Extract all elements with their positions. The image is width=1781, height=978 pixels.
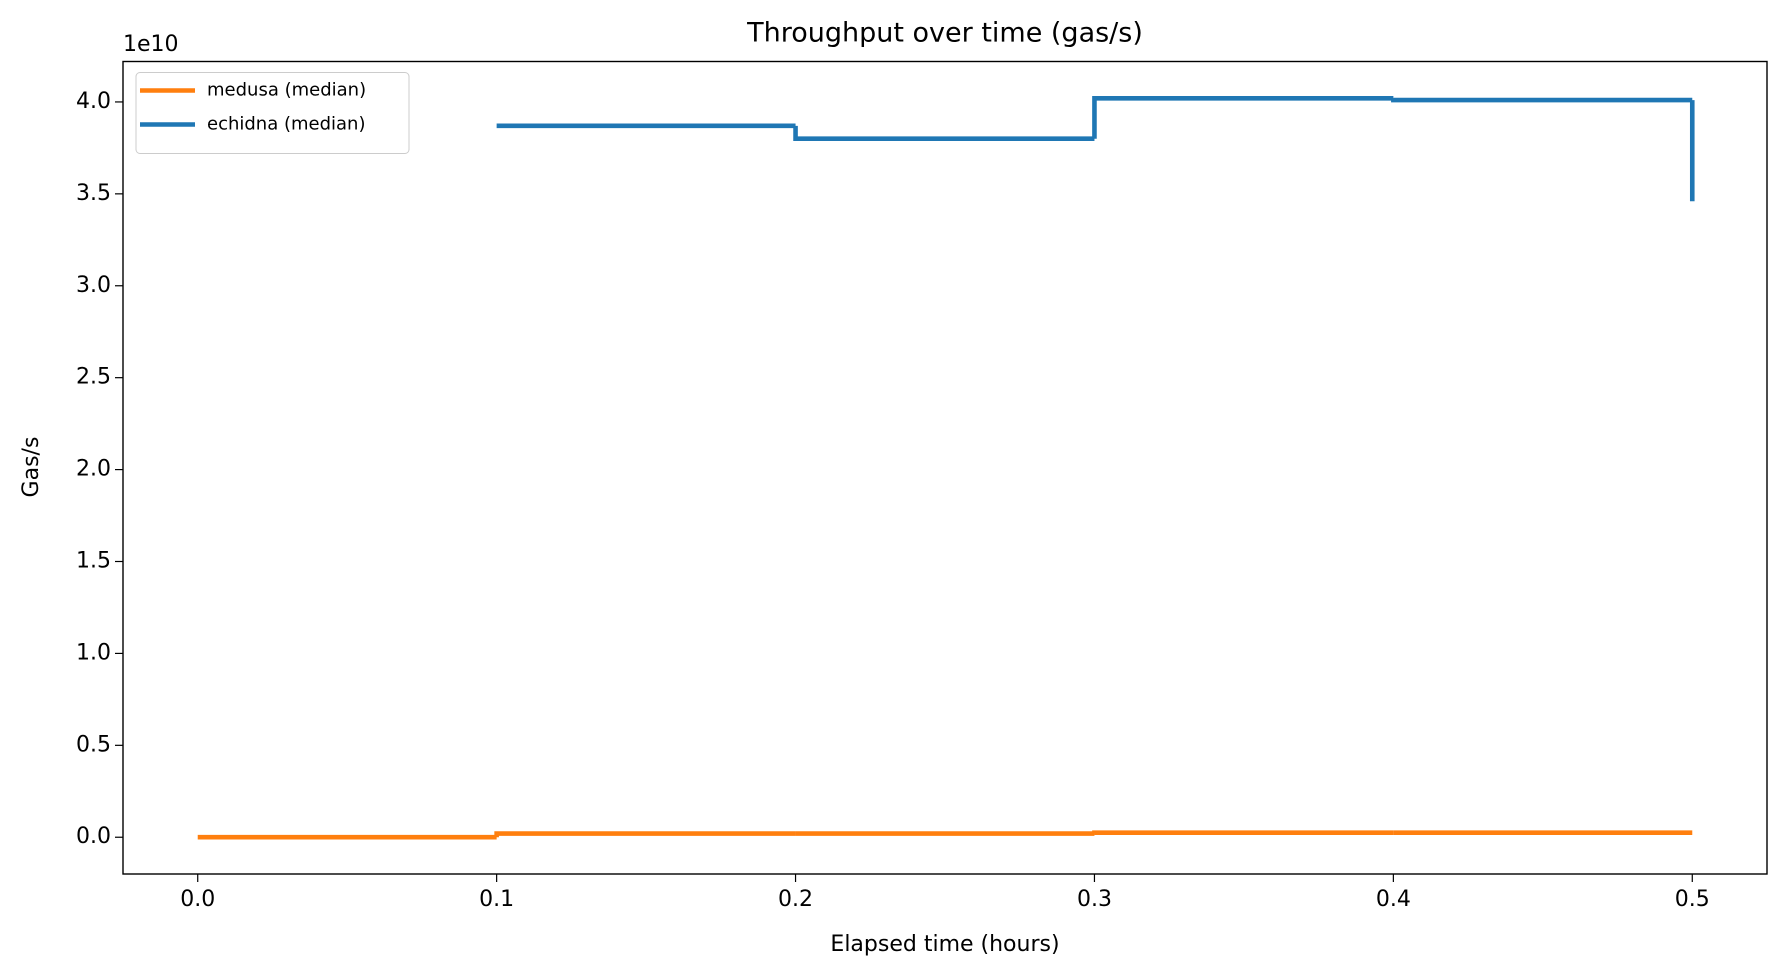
x-axis-label: Elapsed time (hours) (830, 932, 1059, 957)
y-tick-label: 1.5 (76, 549, 111, 574)
legend-box (135, 72, 410, 154)
y-tick-label: 0.5 (76, 732, 111, 757)
x-tick-label: 0.5 (1675, 887, 1710, 912)
y-axis-label: Gas/s (19, 437, 44, 498)
legend-label: echidna (median) (207, 114, 365, 135)
y-tick-label: 0.0 (76, 824, 111, 849)
plot-frame (122, 60, 1768, 875)
y-tick-label: 3.5 (76, 181, 111, 206)
step-segment (1092, 830, 1394, 835)
x-tick-label: 0.4 (1376, 887, 1411, 912)
y-tick-label: 1.0 (76, 640, 111, 665)
y-tick-label: 2.0 (76, 457, 111, 482)
x-tick-label: 0.0 (180, 887, 215, 912)
step-segment (494, 831, 796, 838)
x-tick-label: 0.3 (1077, 887, 1112, 912)
y-tick-label: 3.0 (76, 273, 111, 298)
y-offset-label: 1e10 (123, 32, 179, 57)
legend-label: medusa (median) (207, 80, 366, 101)
chart-title: Throughput over time (gas/s) (746, 18, 1143, 49)
step-segment (1391, 97, 1693, 103)
y-tick-label: 4.0 (76, 89, 111, 114)
step-segment (793, 125, 1095, 142)
x-tick-label: 0.2 (778, 887, 813, 912)
y-tick-label: 2.5 (76, 365, 111, 390)
step-segment (1092, 95, 1394, 139)
x-tick-label: 0.1 (479, 887, 514, 912)
